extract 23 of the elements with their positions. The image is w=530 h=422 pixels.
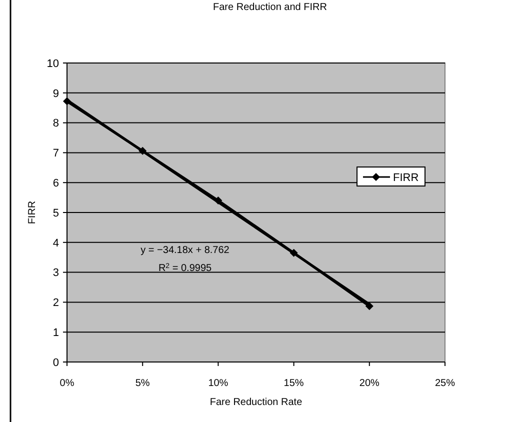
y-tick-label: 0 — [52, 356, 59, 369]
legend-label: FIRR — [393, 172, 419, 184]
y-tick-label: 6 — [52, 177, 59, 190]
y-tick-label: 3 — [52, 267, 59, 280]
x-tick-label: 10% — [208, 378, 228, 389]
y-tick-label: 9 — [52, 88, 59, 100]
chart-title: Fare Reduction and FIRR — [213, 2, 327, 13]
y-tick-label: 2 — [52, 297, 59, 310]
y-tick-label: 7 — [52, 148, 59, 160]
y-tick-label: 10 — [46, 58, 59, 70]
y-tick-label: 1 — [52, 326, 59, 339]
x-tick-label: 20% — [359, 378, 380, 389]
x-tick-label: 0% — [60, 378, 74, 389]
y-axis-title: FIRR — [27, 200, 38, 224]
annotation: R$^{2}$ = 0.9995 — [158, 262, 212, 274]
x-axis-title: Fare Reduction Rate — [210, 397, 303, 408]
y-tick-label: 4 — [52, 237, 59, 250]
y-tick-label: 8 — [52, 118, 59, 130]
y-tick-label: 5 — [52, 207, 59, 220]
annotation: y = −34.18x + 8.762 — [140, 245, 230, 256]
x-tick-label: 15% — [284, 378, 304, 389]
x-tick-label: 25% — [434, 378, 456, 389]
x-tick-label: 5% — [135, 378, 150, 389]
